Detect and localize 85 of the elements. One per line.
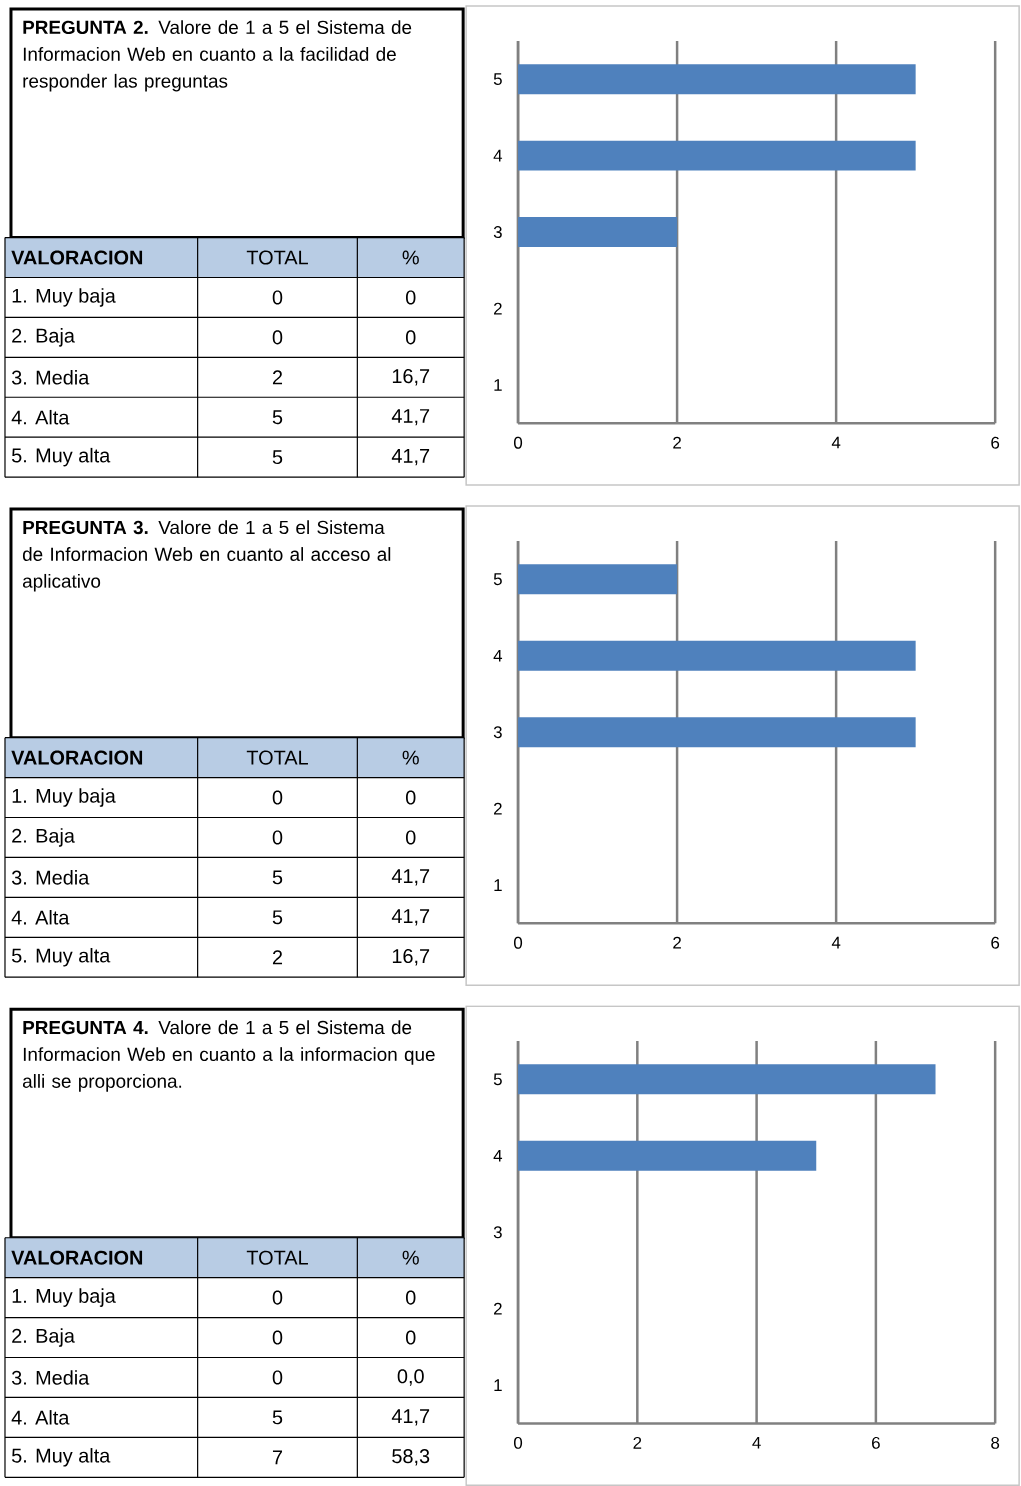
text: 5	[272, 410, 283, 425]
y-tick-label: 3	[493, 1226, 502, 1239]
text: 1. Muy baja	[12, 788, 116, 807]
x-tick-label: 2	[673, 936, 681, 949]
text: 2	[272, 950, 282, 965]
text: 41,7	[391, 449, 430, 466]
text: 2. Baja	[12, 328, 75, 347]
x-tick-label: 2	[633, 1436, 642, 1449]
x-tick-label: 0	[513, 936, 523, 949]
text: 0	[405, 1290, 416, 1305]
x-tick-label: 6	[871, 1436, 880, 1449]
y-tick-label: 2	[493, 1302, 502, 1315]
text: 0	[405, 1330, 416, 1345]
text: 16,7	[392, 369, 430, 386]
text: 0	[272, 830, 283, 845]
text: 5. Muy alta	[11, 447, 111, 467]
y-tick-label: 5	[493, 573, 502, 586]
x-tick-label: 2	[673, 436, 681, 449]
text: 0	[272, 290, 283, 305]
text: 5. Muy alta	[11, 947, 111, 967]
text: PREGUNTA 2. Valore de 1 a 5 el Sistema de Informacion Web en cuanto a la facilidad de responder las preguntas	[23, 20, 412, 92]
text: 0	[272, 1290, 283, 1305]
text: 4. Alta	[11, 1410, 70, 1425]
text: 41,7	[391, 409, 430, 426]
text: 1. Muy baja	[12, 1288, 116, 1307]
y-tick-label: 5	[493, 73, 502, 86]
text: 5	[272, 1410, 283, 1425]
x-tick-label: 6	[991, 936, 1000, 949]
y-tick-label: 4	[493, 1149, 503, 1162]
text: VALORACION	[11, 250, 143, 265]
text: 1. Muy baja	[12, 288, 116, 307]
text: TOTAL	[246, 750, 308, 765]
y-tick-label: 3	[493, 726, 502, 739]
text: 58,3	[392, 1449, 430, 1466]
text: 2. Baja	[12, 828, 75, 847]
text: 0	[272, 790, 283, 805]
text: 0	[272, 330, 283, 345]
text: 2	[272, 370, 282, 385]
text: %	[402, 250, 419, 265]
text: 5	[272, 910, 283, 925]
y-tick-label: 4	[493, 149, 503, 162]
text: 41,7	[391, 1409, 430, 1426]
text: 41,7	[391, 869, 430, 886]
text: 7	[272, 1450, 282, 1465]
text: 0	[405, 790, 416, 805]
text: %	[402, 1250, 419, 1265]
y-tick-label: 5	[493, 1073, 502, 1086]
text: TOTAL	[246, 1250, 308, 1265]
text: 3. Media	[11, 1370, 90, 1385]
text: 0	[272, 1330, 283, 1345]
text: 2. Baja	[12, 1328, 75, 1347]
text: PREGUNTA 4. Valore de 1 a 5 el Sistema de Informacion Web en cuanto a la informacion que alli se proporciona.	[22, 1020, 435, 1092]
text: TOTAL	[246, 250, 308, 265]
text: VALORACION	[11, 1250, 143, 1265]
x-tick-label: 4	[831, 436, 841, 449]
y-tick-label: 2	[493, 302, 502, 315]
text: 0	[405, 330, 416, 345]
x-tick-label: 0	[513, 436, 523, 449]
x-tick-label: 4	[831, 936, 841, 949]
y-tick-label: 1	[494, 879, 502, 891]
text: 4. Alta	[11, 910, 70, 925]
x-tick-label: 4	[752, 1436, 761, 1449]
y-tick-label: 3	[493, 226, 502, 239]
x-tick-label: 8	[991, 1436, 1000, 1449]
text: PREGUNTA 3. Valore de 1 a 5 el Sistema de Informacion Web en cuanto al acceso al aplicativo	[22, 520, 391, 592]
y-tick-label: 1	[494, 379, 502, 391]
text: 5. Muy alta	[11, 1448, 111, 1467]
text: 0	[405, 290, 416, 305]
text: 3. Media	[11, 370, 90, 385]
text: 0	[272, 1370, 283, 1385]
text: VALORACION	[11, 750, 143, 765]
text: 0	[405, 830, 416, 845]
x-tick-label: 0	[513, 1436, 523, 1449]
text: 41,7	[391, 909, 430, 926]
y-tick-label: 1	[494, 1379, 502, 1391]
y-tick-label: 4	[493, 649, 503, 662]
text: 5	[272, 450, 283, 465]
text: 4. Alta	[11, 409, 70, 425]
text: 5	[272, 870, 283, 885]
text: 0,0	[397, 1369, 424, 1386]
y-tick-label: 2	[493, 802, 502, 815]
text: %	[402, 750, 419, 765]
text: 3. Media	[11, 870, 90, 885]
text: 16,7	[392, 949, 430, 966]
x-tick-label: 6	[991, 436, 1000, 449]
